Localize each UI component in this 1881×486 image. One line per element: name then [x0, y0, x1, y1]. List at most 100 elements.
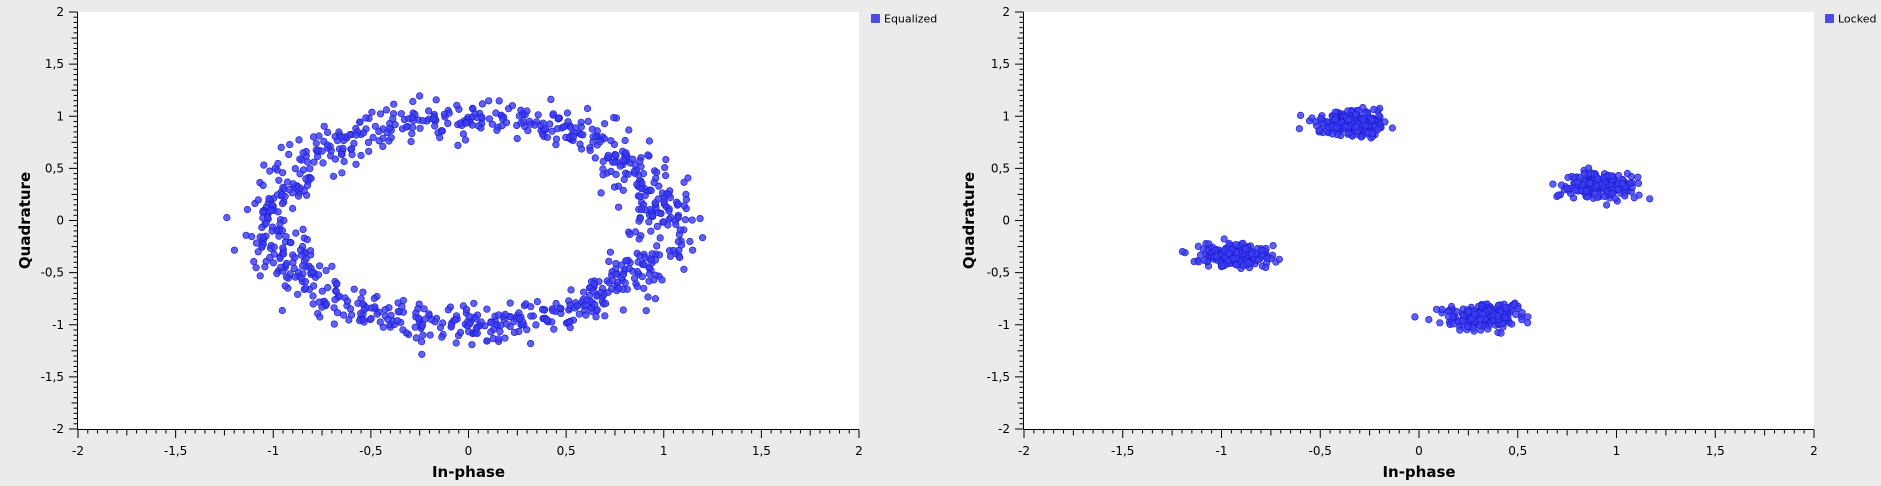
scatter-point [636, 252, 644, 260]
scatter-point [573, 302, 582, 310]
scatter-point [532, 321, 540, 329]
legend[interactable]: Equalized [871, 13, 938, 26]
scatter-point [1205, 240, 1213, 248]
scatter-point [312, 139, 320, 147]
scatter-point [495, 97, 503, 105]
scatter-point [495, 335, 503, 343]
y-axis-title: Quadrature [960, 172, 978, 269]
equalized-constellation-chart[interactable]: 2 1,5 1 0,5 0 -0,5 -1 -1,5 -2 -2 -1,5 -1 -0,5 0 0,5 1 1,… [0, 0, 940, 486]
scatter-point [1319, 120, 1327, 128]
scatter-point [556, 304, 564, 312]
scatter-point [515, 315, 524, 323]
scatter-point [350, 285, 358, 293]
scatter-point [470, 299, 478, 307]
scatter-point [346, 305, 355, 313]
scatter-point [462, 306, 471, 314]
scatter-point [474, 122, 483, 130]
scatter-point [662, 156, 670, 164]
scatter-point [379, 142, 387, 150]
scatter-point [465, 312, 473, 320]
scatter-point [468, 121, 476, 129]
y-tick-label: -2 [998, 422, 1010, 436]
scatter-point [579, 288, 588, 296]
scatter-point [589, 133, 597, 141]
y-tick-label: 1,5 [991, 57, 1010, 71]
scatter-point [1201, 257, 1209, 265]
scatter-point [1444, 312, 1452, 321]
scatter-point [698, 234, 707, 242]
locked-constellation-chart[interactable]: 2 1,5 1 0,5 0 -0,5 -1 -1,5 -2 -2 -1,5 -1 -0,5 0 0,5 1 1,… [944, 0, 1881, 486]
scatter-point [1523, 319, 1532, 327]
scatter-point [409, 123, 417, 131]
scatter-point [285, 186, 294, 194]
scatter-point [425, 310, 433, 318]
scatter-point [648, 250, 656, 258]
scatter-point [275, 176, 283, 184]
scatter-point [359, 315, 368, 324]
scatter-point [1618, 180, 1626, 188]
scatter-point [364, 138, 373, 146]
scatter-point [533, 298, 542, 306]
scatter-point [638, 273, 646, 281]
scatter-point [1333, 123, 1341, 131]
scatter-point [384, 315, 392, 324]
scatter-point [525, 117, 534, 125]
scatter-point [651, 199, 659, 207]
scatter-point [1470, 311, 1479, 319]
legend[interactable]: Locked [1825, 13, 1877, 26]
scatter-point [688, 246, 697, 254]
scatter-point [1263, 254, 1271, 262]
scatter-point [583, 104, 592, 113]
scatter-point [248, 233, 256, 241]
scatter-point [324, 128, 332, 136]
scatter-point [453, 101, 461, 109]
scatter-point [584, 117, 592, 125]
scatter-point [1312, 118, 1320, 126]
scatter-point [275, 232, 283, 240]
scatter-point [498, 121, 506, 130]
x-tick-label: 2 [1810, 444, 1818, 458]
scatter-point [373, 310, 381, 318]
scatter-point [352, 131, 360, 139]
scatter-point [1512, 310, 1520, 319]
scatter-point [418, 350, 426, 358]
scatter-point [315, 298, 323, 306]
scatter-point [375, 127, 383, 135]
scatter-point [1269, 242, 1277, 250]
scatter-point [515, 112, 523, 120]
scatter-point [611, 158, 619, 166]
scatter-point [1297, 111, 1305, 119]
scatter-point [382, 106, 391, 114]
scatter-point [1245, 259, 1253, 267]
scatter-point [625, 264, 633, 273]
scatter-point [604, 288, 612, 296]
y-tick-label: -0,5 [987, 266, 1010, 280]
x-tick-label: -1,5 [1111, 444, 1134, 458]
scatter-point [375, 137, 383, 145]
scatter-point [300, 187, 308, 195]
scatter-point [294, 290, 302, 298]
scatter-point [331, 155, 340, 163]
scatter-point [301, 284, 310, 292]
scatter-point [362, 114, 370, 122]
scatter-point [610, 183, 619, 191]
scatter-point [310, 158, 318, 166]
scatter-point [606, 248, 615, 256]
scatter-point [287, 239, 295, 247]
y-tick-label: 0,5 [991, 161, 1010, 175]
x-tick-label: 1,5 [1706, 444, 1725, 458]
scatter-point [302, 255, 310, 263]
scatter-point [633, 180, 641, 188]
scatter-point [266, 167, 274, 175]
y-tick-label: 1,5 [45, 57, 64, 71]
scatter-point [1594, 175, 1602, 183]
scatter-point [1549, 180, 1557, 188]
scatter-point [278, 191, 286, 199]
scatter-point [329, 172, 338, 180]
scatter-point [1232, 261, 1240, 269]
scatter-point [1518, 309, 1526, 317]
scatter-point [635, 235, 643, 243]
scatter-point [515, 309, 523, 317]
scatter-point [653, 168, 661, 176]
scatter-point [485, 97, 493, 105]
